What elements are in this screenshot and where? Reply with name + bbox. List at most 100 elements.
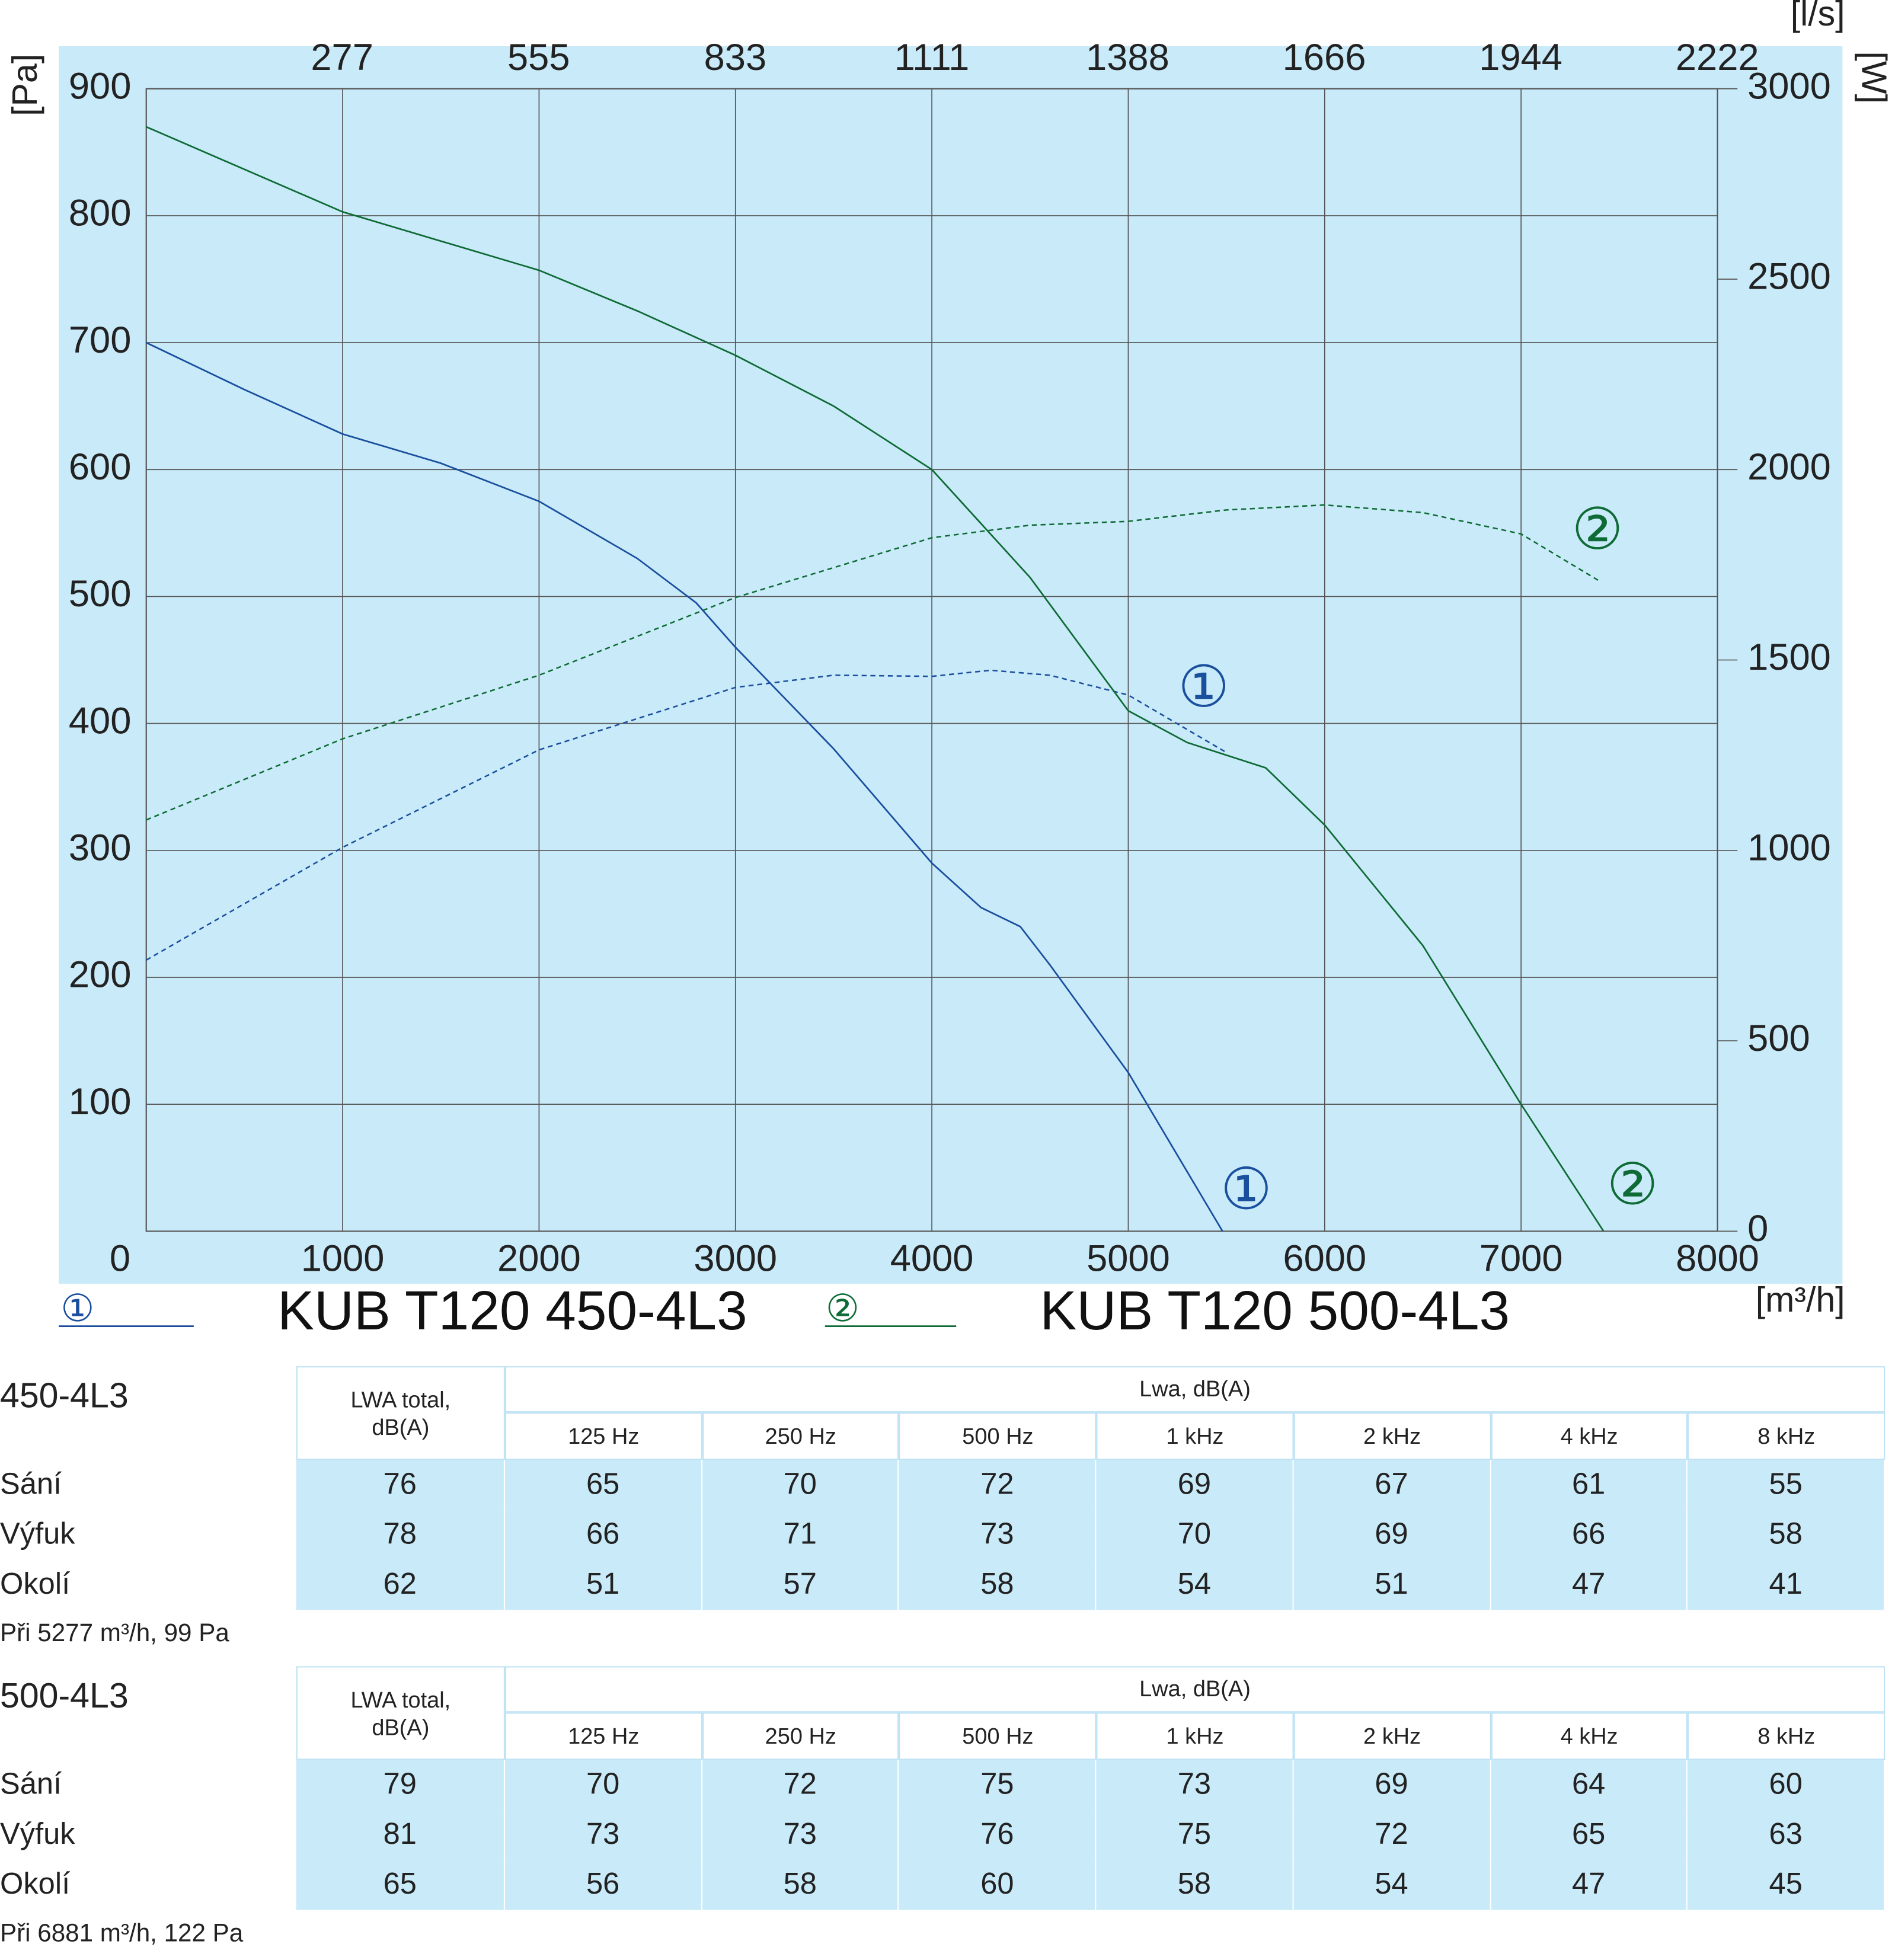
x2-tick-label: 2222	[1676, 37, 1759, 78]
y-tick-label: 600	[69, 446, 132, 488]
x-tick-label: 8000	[1676, 1238, 1759, 1280]
table-cell: 45	[1688, 1860, 1886, 1910]
table-cell: 60	[899, 1860, 1097, 1910]
table-cell: 76	[296, 1460, 505, 1510]
band-label: 2 kHz	[1293, 1412, 1491, 1460]
x2-tick-label: 833	[704, 37, 767, 78]
table-cell: 75	[1096, 1809, 1294, 1860]
x-tick-label: 1000	[301, 1238, 385, 1280]
table-cell: 65	[1490, 1809, 1688, 1860]
x-tick-label: 5000	[1086, 1238, 1170, 1280]
y2-tick-label: 1000	[1747, 827, 1831, 869]
row-label: Okolí	[0, 1567, 71, 1601]
x2-tick-label: 1388	[1086, 37, 1169, 78]
y2-tick-label: 3000	[1747, 65, 1831, 107]
x-tick-label: 7000	[1479, 1238, 1563, 1280]
row-label: Výfuk	[0, 1817, 75, 1852]
table-cell: 67	[1293, 1460, 1491, 1510]
y-axis-label: [Pa]	[5, 54, 44, 116]
band-label: 125 Hz	[504, 1412, 702, 1460]
y-tick-label: 800	[69, 193, 132, 234]
x2-tick-label: 277	[311, 37, 373, 78]
table-cell: 79	[296, 1760, 505, 1810]
table-cell: 70	[504, 1760, 702, 1810]
x-tick-label: 2000	[497, 1238, 581, 1280]
table-cell: 47	[1490, 1560, 1688, 1610]
power-line	[146, 669, 1227, 961]
x2-axis-label: [l/s]	[1791, 0, 1845, 33]
x2-tick-label: 1111	[894, 37, 970, 78]
table-cell: 58	[899, 1560, 1097, 1610]
table-cell: 65	[296, 1860, 505, 1910]
curve-label: ①	[1178, 654, 1229, 719]
y-tick-label: 100	[69, 1081, 132, 1123]
table-cell: 70	[1096, 1510, 1294, 1561]
table-cell: 66	[504, 1510, 702, 1561]
x2-tick-label: 1666	[1283, 37, 1366, 78]
y2-tick-label: 2000	[1747, 446, 1831, 488]
y-tick-label: 300	[69, 827, 132, 869]
chart-background	[59, 46, 1843, 1284]
table-cell: 54	[1293, 1860, 1491, 1910]
curve-label: ①	[1220, 1157, 1272, 1222]
x-tick-label: 3000	[694, 1238, 777, 1280]
x-tick-label: 0	[110, 1238, 130, 1280]
band-label: 125 Hz	[504, 1712, 702, 1760]
x2-tick-label: 555	[507, 37, 570, 78]
table-cell: 58	[1096, 1860, 1294, 1910]
table-cell: 58	[1688, 1510, 1886, 1561]
legend-marker: ①	[60, 1288, 94, 1329]
band-header: Lwa, dB(A)	[504, 1366, 1886, 1413]
table-cell: 60	[1688, 1760, 1886, 1810]
table-cell: 73	[1096, 1760, 1294, 1810]
table-cell: 69	[1293, 1510, 1491, 1561]
table-title: 450-4L3	[0, 1376, 129, 1415]
band-label: 1 kHz	[1096, 1712, 1294, 1760]
table-cell: 78	[296, 1510, 505, 1561]
y2-tick-label: 500	[1747, 1018, 1810, 1059]
curve-label: ②	[1572, 497, 1624, 561]
y2-tick-label: 2500	[1747, 256, 1831, 298]
table-cell: 66	[1490, 1510, 1688, 1561]
legend-marker: ②	[826, 1288, 859, 1329]
table-cell: 73	[504, 1809, 702, 1860]
band-label: 8 kHz	[1688, 1412, 1886, 1460]
table-cell: 58	[702, 1860, 900, 1910]
table-cell: 51	[504, 1560, 702, 1610]
table-cell: 72	[1293, 1809, 1491, 1860]
total-header: LWA total, dB(A)	[296, 1366, 505, 1460]
table-cell: 73	[899, 1510, 1097, 1561]
y-tick-label: 900	[69, 65, 132, 107]
table-cell: 62	[296, 1560, 505, 1610]
curve-label: ②	[1607, 1152, 1658, 1216]
table-cell: 70	[702, 1460, 900, 1510]
table-cell: 72	[899, 1460, 1097, 1510]
table-cell: 65	[504, 1460, 702, 1510]
power-line	[146, 504, 1600, 821]
band-label: 2 kHz	[1293, 1712, 1491, 1760]
band-label: 250 Hz	[702, 1712, 900, 1760]
table-cell: 63	[1688, 1809, 1886, 1860]
pressure-line	[146, 126, 1605, 1232]
table-cell: 69	[1293, 1760, 1491, 1810]
y2-tick-label: 0	[1747, 1208, 1768, 1249]
row-label: Sání	[0, 1767, 62, 1802]
table-note: Při 5277 m³/h, 99 Pa	[0, 1620, 229, 1648]
chart: [Pa] [W] [l/s] [m³/h] 0 1000 2000 3000 4000 5…	[5, 0, 1893, 1341]
x2-tick-label: 1944	[1479, 37, 1562, 78]
band-label: 4 kHz	[1490, 1712, 1688, 1760]
table-cell: 81	[296, 1809, 505, 1860]
x-tick-label: 4000	[890, 1238, 974, 1280]
band-label: 4 kHz	[1490, 1412, 1688, 1460]
table-cell: 69	[1096, 1460, 1294, 1510]
row-label: Okolí	[0, 1867, 71, 1901]
y-tick-label: 500	[69, 573, 132, 615]
x-tick-label: 6000	[1283, 1238, 1366, 1280]
band-label: 8 kHz	[1688, 1712, 1886, 1760]
y2-axis-label: [W]	[1854, 51, 1893, 104]
table-note: Při 6881 m³/h, 122 Pa	[0, 1920, 244, 1948]
y-tick-label: 200	[69, 954, 132, 996]
row-label: Sání	[0, 1467, 62, 1501]
